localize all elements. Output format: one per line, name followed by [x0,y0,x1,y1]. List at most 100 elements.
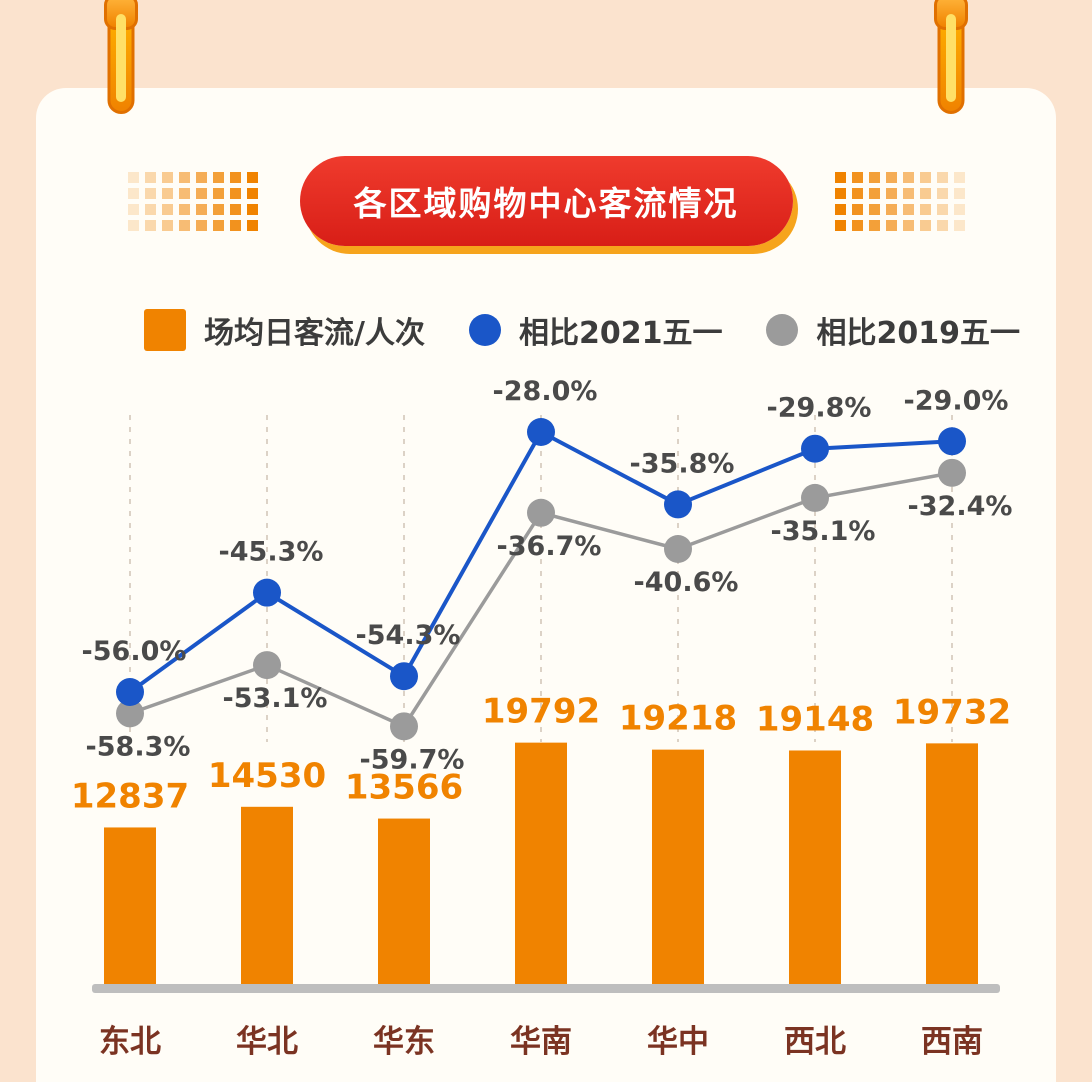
decorative-dot [885,203,897,215]
decorative-dot [246,171,258,183]
pct-label-2019: -40.6% [634,567,739,598]
pct-label-2019: -36.7% [497,531,602,562]
bar-swatch-icon [144,309,186,351]
decorative-dot [902,203,914,215]
decorative-dot [936,187,948,199]
pct-label-2021: -54.3% [356,620,461,651]
blue-marker [938,427,966,456]
decorative-dot [212,171,224,183]
bar [652,749,704,984]
legend-item-bar: 场均日客流/人次 [144,308,425,352]
legend-label: 相比2021五一 [518,316,723,351]
pct-label-2021: -56.0% [82,636,187,667]
bar-value-label: 19732 [893,692,1011,732]
category-label: 华北 [236,1024,298,1060]
blue-marker [253,578,281,607]
gray-marker [938,458,966,487]
gray-dot-icon [766,314,799,346]
decorative-dot [229,171,241,183]
title-banner: 各区域购物中心客流情况 [36,156,1056,246]
decorative-dot [229,203,241,215]
page-title: 各区域购物中心客流情况 [299,156,793,246]
decorative-dot [178,187,190,199]
bar [378,818,430,984]
decorative-dot [161,203,173,215]
bar [104,827,156,984]
decorative-dot [885,187,897,199]
decorative-dot [246,187,258,199]
decorative-dot [195,171,207,183]
decorative-dot [246,219,258,231]
decorative-dot [834,203,846,215]
gray-marker [527,498,555,527]
pct-label-2019: -59.7% [360,744,465,775]
decorative-dot [178,171,190,183]
decorative-dot [953,219,965,231]
category-label: 西南 [921,1024,983,1060]
decorative-dot [178,219,190,231]
legend-item-2021: 相比2021五一 [468,308,723,352]
bar [926,743,978,984]
decorative-dot [851,187,863,199]
decorative-dot [868,171,880,183]
blue-dot-icon [468,314,501,346]
decorative-dot [178,203,190,215]
pushpin-stripe [946,14,956,102]
pct-label-2019: -58.3% [86,731,191,762]
decorative-dot [902,219,914,231]
bar-value-label: 19218 [619,699,737,739]
legend-label: 相比2019五一 [816,316,1020,351]
decorative-dot [919,203,931,215]
pushpin-stripe [116,14,126,102]
pushpin-icon-right [934,0,968,114]
bar-value-label: 14530 [208,756,326,796]
axis-baseline [92,984,1000,993]
decorative-dot [868,219,880,231]
pct-label-2021: -35.8% [630,448,735,479]
gray-marker [664,534,692,563]
decorative-dot [127,203,139,215]
pct-label-2021: -29.0% [904,385,1009,416]
decorative-dot [902,171,914,183]
decorative-dot [144,171,156,183]
bar [515,742,567,984]
decorative-dot [195,203,207,215]
pct-label-2021: -45.3% [219,537,324,568]
decorative-dot [229,219,241,231]
decorative-dot [127,219,139,231]
bar [241,806,293,984]
category-label: 华中 [647,1024,709,1060]
legend-item-2019: 相比2019五一 [766,308,1020,352]
decorative-dot [936,203,948,215]
chart-legend: 场均日客流/人次 相比2021五一 相比2019五一 [144,308,1020,352]
gray-marker [116,699,144,728]
blue-marker [116,677,144,706]
pushpin-icon-left [104,0,138,114]
decorative-dot [851,171,863,183]
pct-label-2019: -35.1% [771,516,876,547]
decorative-dot [834,171,846,183]
decorative-dot [885,171,897,183]
gray-marker [390,712,418,741]
decorative-dot [851,203,863,215]
decorative-dot [834,187,846,199]
pct-label-2021: -28.0% [493,376,598,407]
decorative-dot [212,203,224,215]
gray-marker [253,651,281,680]
gray-marker [801,483,829,512]
decorative-dot [246,203,258,215]
bar-value-label: 19792 [482,692,600,732]
decorative-dot [212,219,224,231]
decorative-dot [161,187,173,199]
decorative-dot [195,187,207,199]
decorative-dot [953,171,965,183]
bar [789,750,841,984]
decorative-dot [212,187,224,199]
bar-value-label: 13566 [345,768,463,808]
decorative-dot [936,219,948,231]
blue-marker [390,662,418,691]
decorative-dot [919,171,931,183]
decorative-dot [919,187,931,199]
decorative-dot [144,203,156,215]
category-label: 东北 [99,1024,161,1060]
